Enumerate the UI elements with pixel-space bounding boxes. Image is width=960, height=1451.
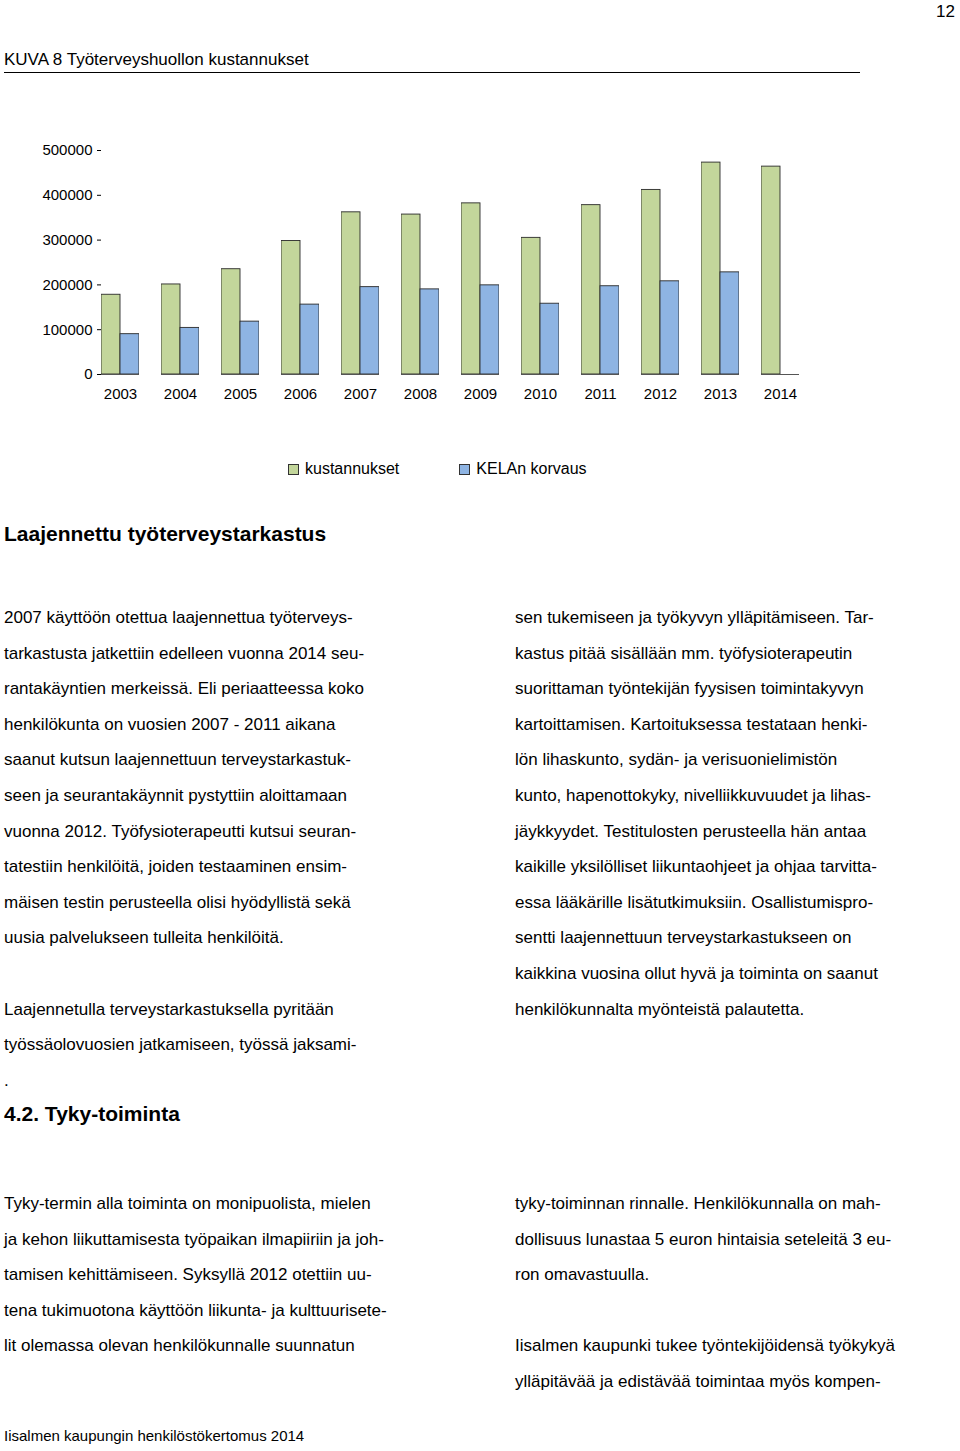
svg-text:2014: 2014 <box>764 385 797 402</box>
html-text:Tyky-termin alla toiminta on m: Tyky-termin alla toiminta on monipuolist… <box>4 1194 371 1213</box>
svg-text:2011: 2011 <box>584 385 616 402</box>
html-text:2007 käyttöön otettua laajenne: 2007 käyttöön otettua laajennettua työte… <box>4 608 353 627</box>
html-text:henkilökunnalta myönteistä pal: henkilökunnalta myönteistä palautetta. <box>515 999 805 1019</box>
svg-text:2012: 2012 <box>644 385 677 402</box>
svg-text:2008: 2008 <box>404 385 437 402</box>
html-text:työssäolovuosien jatkamiseen,: työssäolovuosien jatkamiseen, työssä jak… <box>4 1035 357 1055</box>
html-text:kunto, hapenottokyky, nivellii: kunto, hapenottokyky, nivelliikkuvuudet … <box>515 786 871 805</box>
html-text:sen tukemiseen ja työkyvyn yll: sen tukemiseen ja työkyvyn ylläpitämisee… <box>515 608 874 627</box>
html-text:henkilökunta on vuosien 2007 -: henkilökunta on vuosien 2007 - 2011 aika… <box>4 714 336 734</box>
svg-text:2010: 2010 <box>524 385 557 402</box>
html-text:suorittaman työntekijän fyysis: suorittaman työntekijän fyysisen toimint… <box>515 679 864 699</box>
svg-text:100000: 100000 <box>42 321 92 338</box>
html-text:tamisen kehittämiseen. Syksyll: tamisen kehittämiseen. Syksyllä 2012 ote… <box>4 1265 372 1285</box>
html-text:Laajennettu työterveystarkastu: Laajennettu työterveystarkastus <box>4 522 327 545</box>
html-text:vuonna 2012. Työfysioterapeutt: vuonna 2012. Työfysioterapeutti kutsui s… <box>4 821 357 841</box>
svg-text:2013: 2013 <box>704 385 737 402</box>
html-text:kartoittamisen. Kartoituksessa: kartoittamisen. Kartoituksessa testataan… <box>515 714 868 734</box>
html-text:4.2. Tyky-toiminta: 4.2. Tyky-toiminta <box>4 1102 180 1125</box>
html-text:lön lihaskunto, sydän- ja veri: lön lihaskunto, sydän- ja verisuonielimi… <box>515 750 838 770</box>
html-text:tarkastusta jatkettiin edellee: tarkastusta jatkettiin edelleen vuonna 2… <box>4 643 365 663</box>
svg-text:2003: 2003 <box>104 385 137 402</box>
html-text:kaikille yksilölliset liikunta: kaikille yksilölliset liikuntaohjeet ja … <box>515 857 877 877</box>
svg-text:2007: 2007 <box>344 385 377 402</box>
html-text:KELAn korvaus: KELAn korvaus <box>476 460 587 477</box>
html-text:KUVA 8 Työterveyshuollon kusta: KUVA 8 Työterveyshuollon kustannukset <box>4 50 309 69</box>
svg-text:200000: 200000 <box>42 276 92 293</box>
html-text:tatestiin henkilöitä, joiden t: tatestiin henkilöitä, joiden testaaminen… <box>4 857 347 877</box>
html-text:dollisuus lunastaa 5 euron hin: dollisuus lunastaa 5 euron hintaisia set… <box>515 1229 892 1249</box>
html-text:jäykkyydet. Testitulosten peru: jäykkyydet. Testitulosten perusteella hä… <box>515 821 867 841</box>
html-text:Iisalmen kaupunki tukee työnte: Iisalmen kaupunki tukee työntekijöidensä… <box>515 1336 895 1356</box>
html-text:ja kehon liikuttamisesta työpa: ja kehon liikuttamisesta työpaikan ilmap… <box>4 1229 384 1249</box>
html-text:uusia palvelukseen tulleita he: uusia palvelukseen tulleita henkilöitä. <box>4 928 284 948</box>
svg-text:0: 0 <box>84 365 92 382</box>
svg-text:2009: 2009 <box>464 385 497 402</box>
html-text:mäisen testin perusteella olis: mäisen testin perusteella olisi hyödylli… <box>4 892 351 912</box>
html-text:kastus pitää sisällään mm. työ: kastus pitää sisällään mm. työfysioterap… <box>515 643 853 663</box>
html-text:sentti laajennettuun terveysta: sentti laajennettuun terveystarkastuksee… <box>515 928 852 948</box>
html-text:tena tukimuotona käyttöön liik: tena tukimuotona käyttöön liikunta- ja k… <box>4 1300 387 1320</box>
html-text:lit olemassa olevan henkilökun: lit olemassa olevan henkilökunnalle suun… <box>4 1336 355 1356</box>
html-text:ylläpitävää ja edistävää toimi: ylläpitävää ja edistävää toimintaa myös … <box>515 1372 881 1391</box>
html-text:kustannukset: kustannukset <box>305 460 400 477</box>
svg-text:2004: 2004 <box>164 385 197 402</box>
svg-text:2005: 2005 <box>224 385 257 402</box>
svg-text:2006: 2006 <box>284 385 317 402</box>
html-text:essa lääkärille lisätutkimuksi: essa lääkärille lisätutkimuksiin. Osalli… <box>515 892 874 912</box>
html-text:kaikkina vuosina ollut hyvä ja: kaikkina vuosina ollut hyvä ja toiminta … <box>515 964 878 983</box>
html-text:saanut kutsun laajennettuun te: saanut kutsun laajennettuun terveystarka… <box>4 750 351 770</box>
html-text:Laajennetulla terveystarkastuk: Laajennetulla terveystarkastuksella pyri… <box>4 999 334 1019</box>
html-text:seen ja seurantakäynnit pystyt: seen ja seurantakäynnit pystyttiin aloit… <box>4 786 347 805</box>
svg-text:400000: 400000 <box>42 186 92 203</box>
html-text:tyky-toiminnan rinnalle. Henki: tyky-toiminnan rinnalle. Henkilökunnalla… <box>515 1194 881 1213</box>
html-text:ron omavastuulla.: ron omavastuulla. <box>515 1265 650 1285</box>
html-text:12: 12 <box>936 2 955 21</box>
svg-text:300000: 300000 <box>42 231 92 248</box>
svg-text:500000: 500000 <box>42 141 92 158</box>
html-text:Iisalmen kaupungin henkilöstök: Iisalmen kaupungin henkilöstökertomus 20… <box>4 1427 305 1444</box>
html-text:rantakäyntien merkeissä. Eli p: rantakäyntien merkeissä. Eli periaattees… <box>4 679 364 699</box>
